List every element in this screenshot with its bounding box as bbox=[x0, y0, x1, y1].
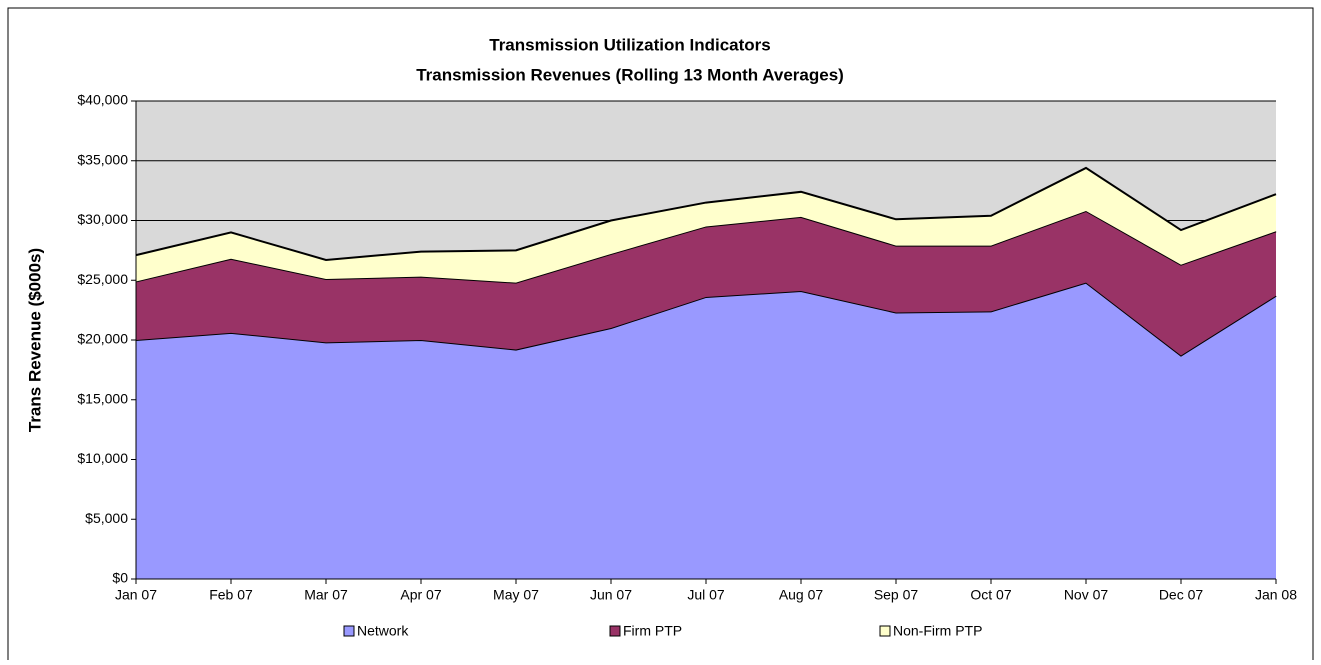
y-axis-label: Trans Revenue ($000s) bbox=[25, 248, 44, 432]
y-tick-label: $35,000 bbox=[77, 151, 128, 167]
x-tick-label: Jan 08 bbox=[1255, 587, 1297, 603]
y-tick-label: $5,000 bbox=[85, 510, 128, 526]
area bbox=[136, 167, 1276, 283]
x-tick-label: Sep 07 bbox=[874, 587, 919, 603]
y-tick-label: $40,000 bbox=[77, 92, 128, 108]
x-tick-label: Nov 07 bbox=[1064, 587, 1109, 603]
y-tick-label: $0 bbox=[112, 570, 128, 586]
area-edge bbox=[135, 166, 1277, 261]
legend-swatch bbox=[609, 625, 621, 637]
x-tick-label: May 07 bbox=[493, 587, 539, 603]
y-tick-label: $25,000 bbox=[77, 271, 128, 287]
x-tick-label: Oct 07 bbox=[970, 587, 1011, 603]
y-tick-label: $15,000 bbox=[77, 390, 128, 406]
x-tick-label: Jun 07 bbox=[590, 587, 632, 603]
chart-subtitle: Transmission Revenues (Rolling 13 Month … bbox=[416, 65, 844, 84]
x-tick-label: Aug 07 bbox=[779, 587, 824, 603]
legend-swatch bbox=[343, 625, 355, 637]
y-tick-label: $10,000 bbox=[77, 450, 128, 466]
legend-label: Non-Firm PTP bbox=[893, 623, 982, 639]
x-tick-label: Feb 07 bbox=[209, 587, 253, 603]
x-tick-label: Mar 07 bbox=[304, 587, 348, 603]
x-tick-label: Jan 07 bbox=[115, 587, 157, 603]
y-tick-label: $20,000 bbox=[77, 331, 128, 347]
legend-swatch bbox=[879, 625, 891, 637]
x-tick-label: Dec 07 bbox=[1159, 587, 1204, 603]
area bbox=[136, 210, 1276, 356]
x-tick-label: Apr 07 bbox=[400, 587, 441, 603]
legend-label: Network bbox=[357, 623, 409, 639]
y-tick-label: $30,000 bbox=[77, 211, 128, 227]
area bbox=[136, 282, 1276, 579]
x-tick-label: Jul 07 bbox=[687, 587, 725, 603]
legend-label: Firm PTP bbox=[623, 623, 682, 639]
chart-title: Transmission Utilization Indicators bbox=[489, 35, 771, 54]
